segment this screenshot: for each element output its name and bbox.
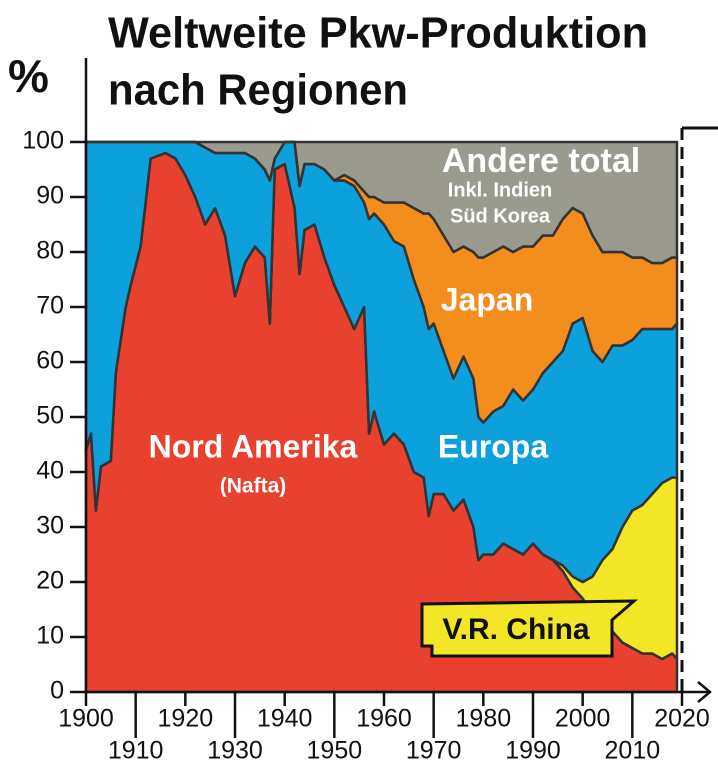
y-tick-label: 40 — [36, 457, 64, 485]
x-tick-label: 2010 — [605, 737, 661, 765]
y-tick-label: 20 — [36, 567, 64, 595]
chart-title: nach Regionen — [108, 66, 408, 115]
x-tick-label: 1950 — [307, 737, 363, 765]
chart-title: Weltweite Pkw-Produktion — [108, 9, 648, 58]
x-tick-label: 2020 — [654, 705, 710, 733]
annotation: Süd Korea — [450, 205, 551, 227]
y-tick-label: 10 — [36, 622, 64, 650]
x-tick-label: 1970 — [406, 737, 462, 765]
y-axis-label: % — [8, 50, 49, 102]
annotation: Inkl. Indien — [448, 179, 552, 201]
china-callout — [420, 599, 639, 658]
annotation: (Nafta) — [220, 475, 287, 498]
series-label: V.R. China — [442, 613, 590, 646]
y-tick-label: 70 — [36, 292, 64, 320]
y-tick-label: 50 — [36, 402, 64, 430]
y-tick-label: 90 — [36, 182, 64, 210]
series-label: Europa — [438, 428, 548, 464]
x-tick-label: 1960 — [356, 705, 412, 733]
y-tick-label: 0 — [50, 677, 64, 705]
x-tick-label: 1930 — [207, 737, 263, 765]
x-tick-label: 2000 — [555, 705, 611, 733]
x-tick-label: 1900 — [58, 705, 114, 733]
x-tick-label: 1920 — [158, 705, 214, 733]
axis-arrow — [697, 681, 712, 703]
y-tick-label: 60 — [36, 347, 64, 375]
y-tick-label: 100 — [22, 127, 64, 155]
x-tick-label: 1910 — [108, 737, 164, 765]
series-label: Japan — [441, 281, 533, 317]
y-tick-label: 30 — [36, 512, 64, 540]
x-tick-label: 1980 — [456, 705, 512, 733]
y-tick-label: 80 — [36, 237, 64, 265]
series-label: Nord Amerika — [149, 428, 358, 464]
series-label: Andere total — [442, 142, 640, 180]
x-tick-label: 1990 — [505, 737, 561, 765]
area — [84, 140, 679, 265]
x-tick-label: 1940 — [257, 705, 313, 733]
